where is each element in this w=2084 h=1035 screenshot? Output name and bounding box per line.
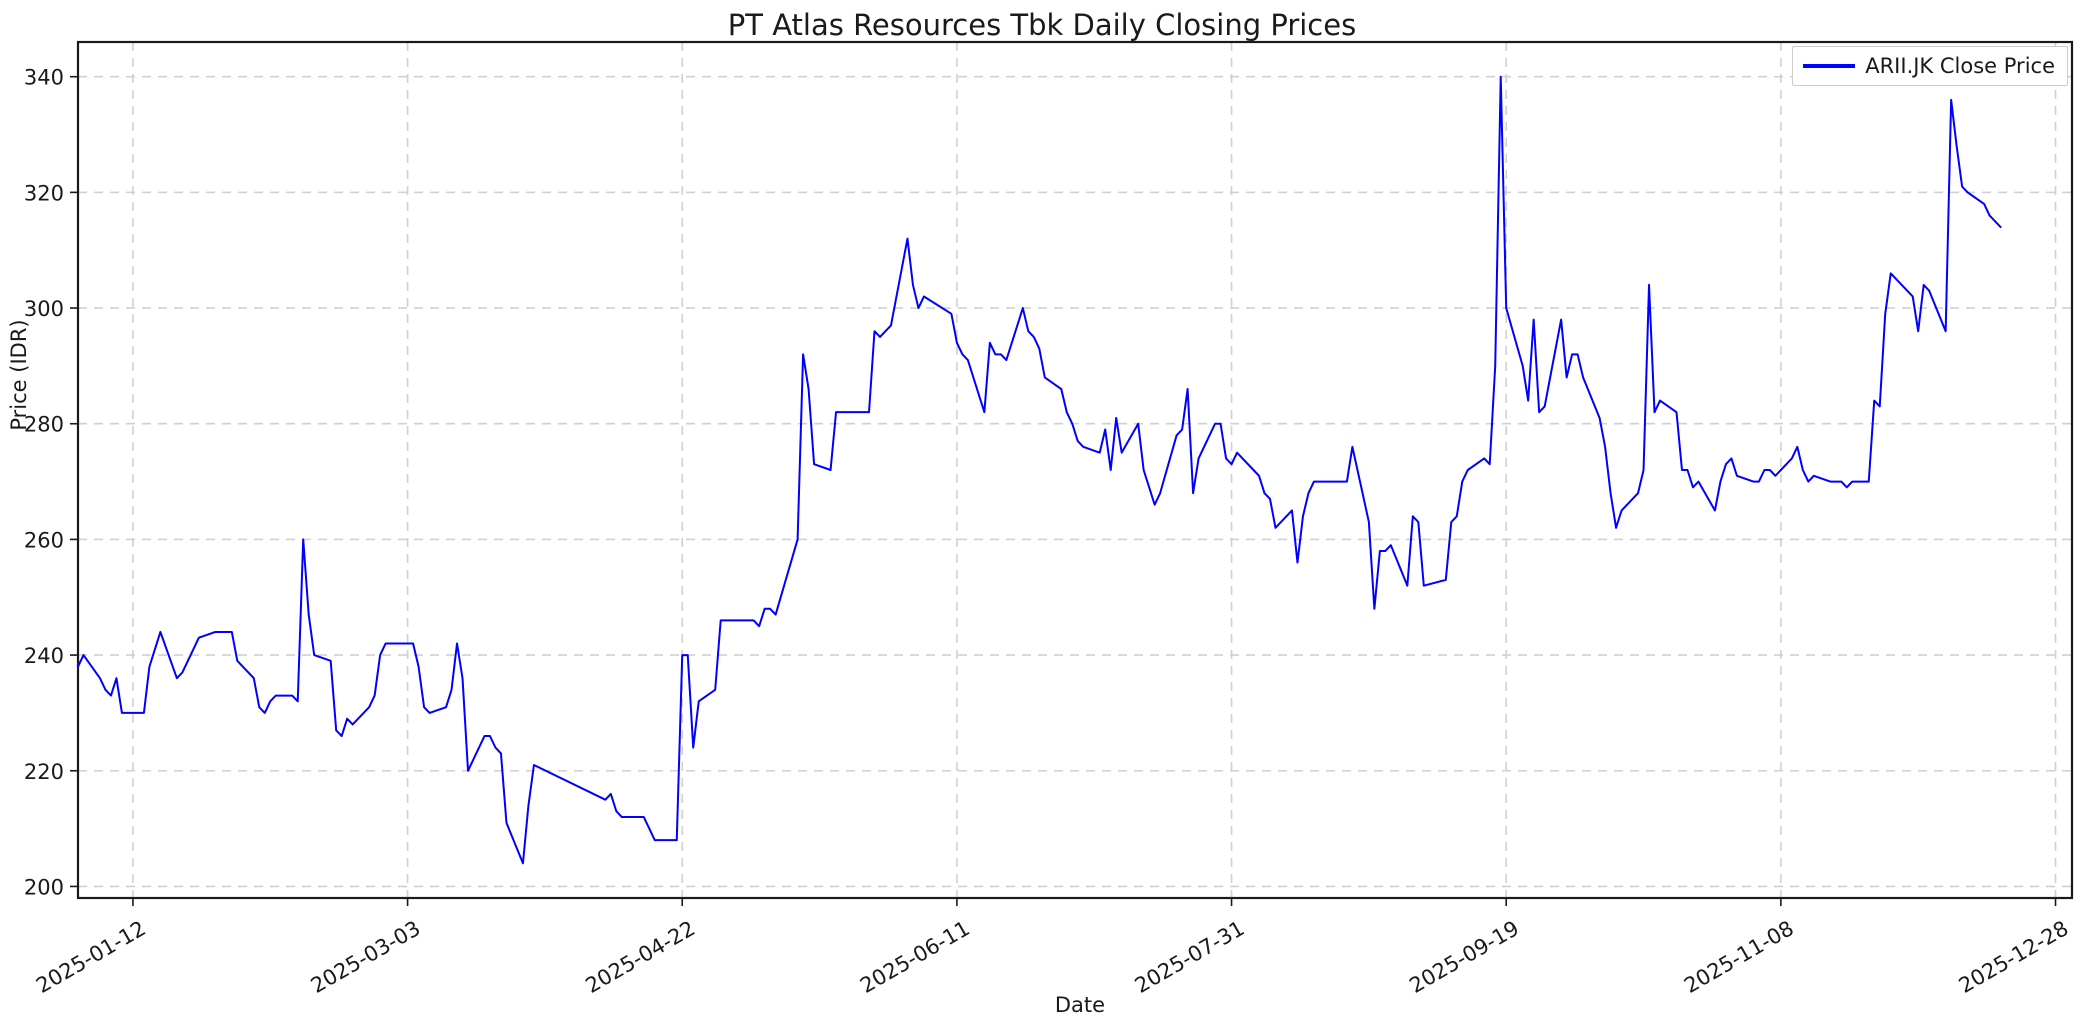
grid-lines (78, 42, 2072, 898)
svg-text:200: 200 (24, 875, 64, 899)
legend-label: ARII.JK Close Price (1865, 54, 2055, 78)
svg-text:2025-09-19: 2025-09-19 (1405, 916, 1523, 998)
svg-text:2025-01-12: 2025-01-12 (32, 916, 150, 998)
svg-text:2025-07-31: 2025-07-31 (1131, 916, 1249, 998)
x-tick-labels: 2025-01-12 2025-03-03 2025-04-22 2025-06-11… (32, 916, 2072, 998)
svg-text:2025-12-28: 2025-12-28 (1955, 916, 2073, 998)
page-title: PT Atlas Resources Tbk Daily Closing Pri… (727, 8, 1357, 42)
svg-text:300: 300 (24, 297, 64, 321)
price-line (77, 75, 2002, 865)
y-axis-label: Price (IDR) (7, 319, 31, 430)
svg-text:320: 320 (24, 181, 64, 205)
svg-text:240: 240 (24, 644, 64, 668)
tick-marks (70, 75, 2057, 906)
price-line-series (77, 75, 2002, 865)
svg-text:2025-11-08: 2025-11-08 (1680, 916, 1798, 998)
svg-text:2025-06-11: 2025-06-11 (856, 916, 974, 998)
svg-text:340: 340 (24, 66, 64, 90)
svg-text:2025-03-03: 2025-03-03 (307, 916, 425, 998)
svg-text:220: 220 (24, 760, 64, 784)
svg-text:280: 280 (24, 413, 64, 437)
x-axis-label: Date (1055, 993, 1105, 1017)
legend-color-swatch (1803, 64, 1856, 68)
svg-text:260: 260 (24, 528, 64, 552)
legend: ARII.JK Close Price (1792, 46, 2068, 86)
axes-frame (76, 40, 2074, 900)
y-tick-labels: 200 220 240 260 280 300 320 340 (24, 66, 64, 900)
svg-text:2025-04-22: 2025-04-22 (581, 916, 699, 998)
